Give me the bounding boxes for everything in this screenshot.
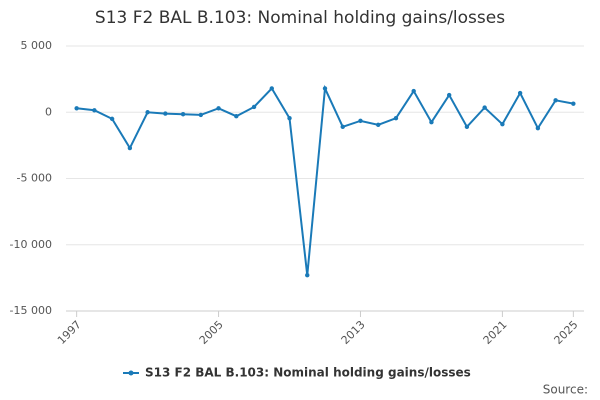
y-tick-label: -5 000 <box>17 172 52 185</box>
data-point <box>216 106 221 111</box>
legend-marker <box>128 370 134 376</box>
data-point <box>251 104 257 110</box>
x-tick-label: 2005 <box>197 318 226 347</box>
x-tick-label: 2013 <box>339 318 368 347</box>
source: Source: <box>543 383 588 397</box>
data-point <box>517 90 523 96</box>
data-point <box>74 106 79 111</box>
data-point <box>464 124 470 130</box>
data-point <box>411 88 416 94</box>
data-point <box>535 125 541 131</box>
chart-title: S13 F2 BAL B.103: Nominal holding gains/… <box>95 8 505 28</box>
data-point <box>198 112 204 118</box>
data-point <box>376 122 381 128</box>
data-point <box>163 111 168 116</box>
data-point <box>500 121 505 127</box>
y-tick-label: -15 000 <box>10 304 52 317</box>
data-point <box>571 101 576 106</box>
data-point <box>553 98 558 103</box>
data-point <box>269 86 274 91</box>
data-line <box>76 84 574 276</box>
data-point <box>145 110 150 115</box>
data-point <box>305 273 310 278</box>
data-point <box>287 116 292 121</box>
data-point <box>92 108 97 113</box>
data-point <box>446 92 452 98</box>
x-tick-label: 1997 <box>55 318 84 347</box>
data-point <box>127 145 133 151</box>
x-tick-label: 2025 <box>552 318 581 347</box>
y-tick-label: 0 <box>45 105 52 118</box>
data-point <box>429 119 434 125</box>
data-point <box>482 105 487 110</box>
data-point <box>393 116 399 121</box>
data-point <box>340 124 345 130</box>
data-point <box>180 112 186 117</box>
y-tick-label: -10 000 <box>10 238 52 251</box>
data-point <box>234 114 239 119</box>
x-tick-label: 2021 <box>481 318 510 347</box>
data-point <box>358 118 363 124</box>
y-tick-label: 5 000 <box>21 39 53 52</box>
data-point <box>109 116 115 122</box>
data-point <box>322 86 328 91</box>
legend-label: S13 F2 BAL B.103: Nominal holding gains/… <box>145 366 471 380</box>
